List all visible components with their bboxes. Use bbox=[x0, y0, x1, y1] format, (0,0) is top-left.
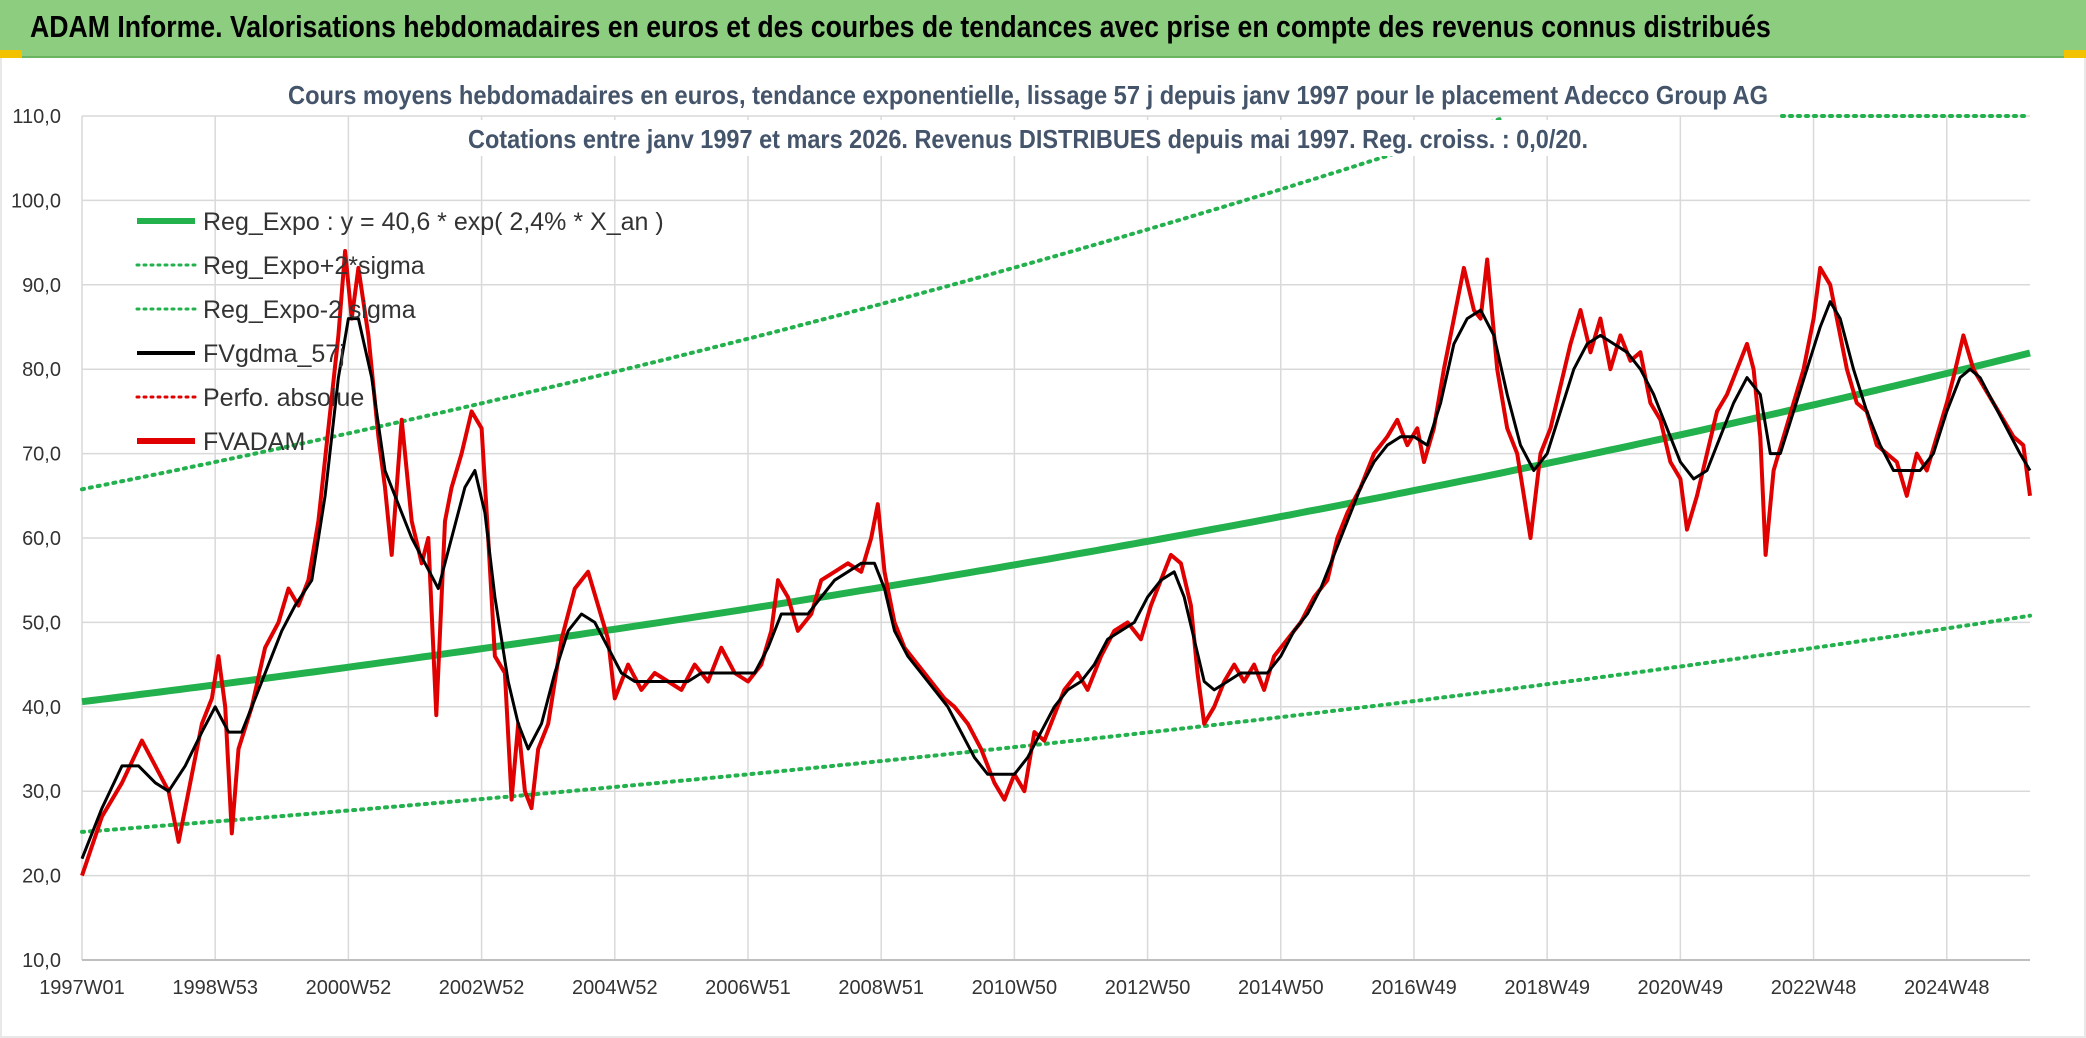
y-tick-label: 110,0 bbox=[12, 106, 61, 128]
legend-label: FVgdma_57j bbox=[203, 340, 345, 368]
x-tick-label: 2008W51 bbox=[838, 977, 924, 999]
y-tick-label: 30,0 bbox=[22, 781, 61, 803]
x-tick-label: 2024W48 bbox=[1904, 977, 1990, 999]
chart-title-line: Cotations entre janv 1997 et mars 2026. … bbox=[468, 124, 1588, 154]
y-tick-label: 20,0 bbox=[22, 866, 61, 888]
legend-label: Reg_Expo : y = 40,6 * exp( 2,4% * X_an ) bbox=[203, 208, 664, 236]
series-fvgdma-57j bbox=[80, 300, 2032, 860]
x-tick-label: 2020W49 bbox=[1638, 977, 1724, 999]
reg-expo-line bbox=[81, 349, 2031, 706]
x-tick-label: 2012W50 bbox=[1105, 977, 1191, 999]
legend-label: Reg_Expo-2 sigma bbox=[203, 296, 416, 324]
chart: 10,0 20,0 30,0 40,0 50,0 60,0 70,0 80,0 90,0 100,… bbox=[11, 76, 2032, 999]
chart-title: Cours moyens hebdomadaires en euros, ten… bbox=[288, 76, 1778, 156]
y-tick-label: 80,0 bbox=[22, 359, 61, 381]
y-axis-ticks: 10,0 20,0 30,0 40,0 50,0 60,0 70,0 80,0 90,0 100,… bbox=[11, 106, 61, 972]
legend-label: FVADAM bbox=[203, 428, 305, 456]
y-tick-label: 90,0 bbox=[22, 275, 61, 297]
x-tick-label: 2010W50 bbox=[972, 977, 1058, 999]
x-tick-label: 2018W49 bbox=[1504, 977, 1590, 999]
title-background bbox=[298, 76, 1778, 112]
series-fvadam bbox=[80, 249, 2032, 877]
y-tick-label: 50,0 bbox=[22, 612, 61, 634]
y-tick-label: 40,0 bbox=[22, 697, 61, 719]
x-tick-label: 2016W49 bbox=[1371, 977, 1457, 999]
reg-expo-minus-2sigma-line bbox=[80, 613, 2032, 834]
x-tick-label: 1998W53 bbox=[172, 977, 258, 999]
chart-title-line: Cours moyens hebdomadaires en euros, ten… bbox=[288, 80, 1768, 110]
y-tick-label: 60,0 bbox=[22, 528, 61, 550]
y-tick-label: 10,0 bbox=[22, 950, 61, 972]
grid bbox=[81, 115, 2030, 961]
legend: Reg_Expo : y = 40,6 * exp( 2,4% * X_an )… bbox=[135, 208, 664, 456]
chart-frame: 10,0 20,0 30,0 40,0 50,0 60,0 70,0 80,0 90,0 100,… bbox=[0, 58, 2086, 1038]
x-axis-ticks: 1997W01 1998W53 2000W52 2002W52 2004W52 2006W… bbox=[39, 977, 1989, 999]
corner-mark-right bbox=[2064, 50, 2086, 58]
report-title: ADAM Informe. Valorisations hebdomadaire… bbox=[30, 9, 1771, 44]
legend-label: Perfo. absolue bbox=[203, 384, 364, 412]
legend-label: Reg_Expo+2*sigma bbox=[203, 252, 425, 280]
x-tick-label: 2000W52 bbox=[306, 977, 392, 999]
y-tick-label: 100,0 bbox=[11, 190, 61, 212]
report-header: ADAM Informe. Valorisations hebdomadaire… bbox=[0, 0, 2086, 58]
corner-mark-left bbox=[0, 50, 22, 58]
title-background bbox=[468, 120, 1588, 156]
y-tick-label: 70,0 bbox=[22, 444, 61, 466]
reg-expo-plus-2sigma-line bbox=[80, 115, 1506, 492]
x-tick-label: 2002W52 bbox=[439, 977, 525, 999]
x-tick-label: 1997W01 bbox=[39, 977, 125, 999]
x-tick-label: 2004W52 bbox=[572, 977, 658, 999]
x-tick-label: 2014W50 bbox=[1238, 977, 1324, 999]
x-tick-label: 2006W51 bbox=[705, 977, 791, 999]
series-layer bbox=[80, 114, 2032, 877]
x-tick-label: 2022W48 bbox=[1771, 977, 1857, 999]
